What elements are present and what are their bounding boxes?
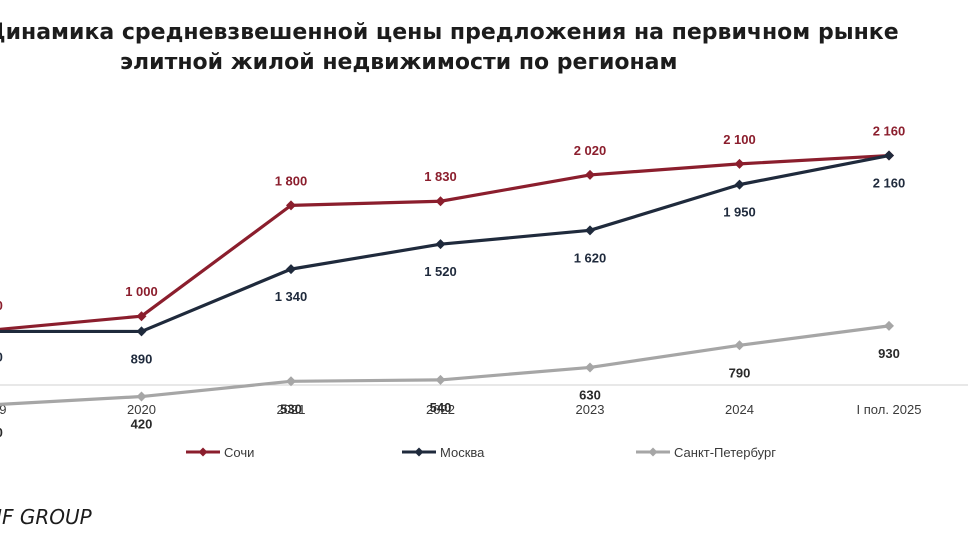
data-point-s1-1 [136,311,147,322]
data-label-s2-5: 1 950 [723,205,756,220]
data-label-s3-4: 630 [579,387,601,402]
x-tick-label-1: 2020 [127,402,156,417]
data-label-s2-2: 1 340 [275,289,308,304]
x-tick-label-3: 2022 [426,402,455,417]
chart-title-line-2: элитной жилой недвижимости по регионам [120,50,678,75]
data-label-s2-4: 1 620 [574,250,607,265]
legend-marker-2 [414,447,424,457]
data-label-s1-1: 1 000 [125,284,158,299]
data-label-s3-0: 360 [0,425,3,440]
data-label-s1-0: 900 [0,298,3,313]
data-point-s2-2 [286,264,296,275]
chart-title: Динамика средневзвешенной цены предложен… [0,18,968,82]
data-point-s1-4 [585,169,595,180]
x-tick-label-6: I пол. 2025 [857,402,922,417]
x-tick-label-4: 2023 [576,402,605,417]
data-point-s2-3 [435,239,446,250]
legend-marker-1 [198,447,208,457]
data-label-s3-1: 420 [131,417,153,432]
data-label-s3-2: 530 [280,401,302,416]
data-label-s2-3: 1 520 [424,264,457,279]
data-point-s3-6 [884,320,894,331]
legend-label-2: Москва [440,445,485,460]
data-point-s2-4 [585,225,595,236]
data-point-s2-6 [884,150,894,161]
data-label-s3-3: 540 [430,400,452,415]
legend-label-1: Сочи [224,445,254,460]
data-point-s3-4 [585,362,595,373]
data-point-s2-5 [734,179,745,190]
data-label-s1-6: 2 160 [873,124,906,139]
legend-label-3: Санкт-Петербург [674,445,776,460]
x-tick-label-2: 2021 [277,402,306,417]
data-label-s1-5: 2 100 [723,132,756,147]
data-label-s2-0: 890 [0,349,3,364]
chart-title-line-1: Динамика средневзвешенной цены предложен… [0,20,899,45]
data-point-s1-3 [435,196,446,207]
data-label-s1-3: 1 830 [424,169,457,184]
source-label: NF GROUP [0,505,92,529]
data-point-s3-3 [435,374,446,385]
x-tick-label-5: 2024 [725,402,754,417]
data-label-s3-6: 930 [878,346,900,361]
data-label-s2-1: 890 [131,351,153,366]
data-point-s2-1 [136,326,147,337]
legend-marker-3 [648,447,658,457]
data-point-s3-5 [734,340,745,351]
data-label-s1-4: 2 020 [574,143,607,158]
data-label-s2-6: 2 160 [873,176,906,191]
data-label-s3-5: 790 [729,365,751,380]
data-point-s3-1 [136,391,147,402]
data-label-s1-2: 1 800 [275,173,308,188]
data-point-s1-5 [734,158,745,169]
data-point-s1-2 [286,200,296,211]
data-point-s3-2 [286,376,296,387]
